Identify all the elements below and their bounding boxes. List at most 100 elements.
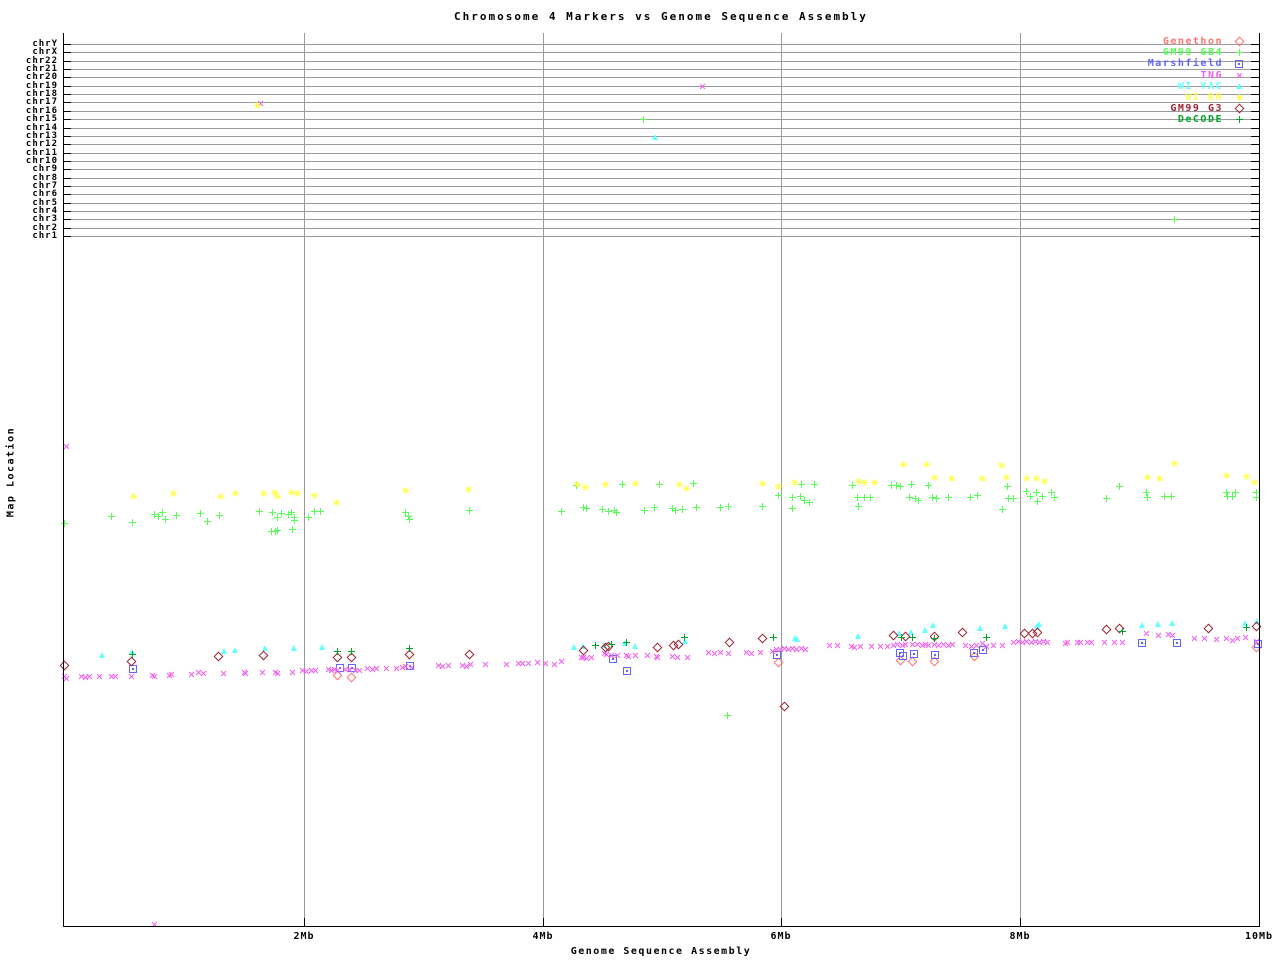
point-marshfield <box>1173 639 1181 647</box>
point-gm99-gb4 <box>311 508 318 515</box>
point-gm99-gb4 <box>806 499 813 506</box>
point-wi-rh <box>288 489 295 496</box>
point-tng <box>1240 632 1251 643</box>
point-tng <box>947 639 958 650</box>
point-tng <box>287 667 298 678</box>
point-gm99-g3 <box>464 649 475 660</box>
point-wi-yac <box>319 644 325 650</box>
point-gm99-gb4 <box>151 511 158 518</box>
point-tng <box>1042 637 1053 648</box>
point-tng <box>362 663 373 674</box>
chrom-tick-right <box>1251 203 1259 204</box>
point-tng <box>457 660 468 671</box>
plus-glyph <box>1235 116 1243 124</box>
point-gm99-g3 <box>929 631 940 642</box>
point-tng <box>94 671 105 682</box>
point-gm99-g3 <box>900 631 911 642</box>
point-wi-rh <box>1156 475 1163 482</box>
point-tng <box>480 659 491 670</box>
point-gm99-g3 <box>213 651 224 662</box>
point-gm99-gb4 <box>1232 489 1239 496</box>
x-tick-4Mb <box>543 918 544 926</box>
point-wi-yac <box>652 134 658 140</box>
point-tng <box>433 660 444 671</box>
axis-line-bottom <box>63 926 1260 927</box>
point-wi-rh <box>855 478 862 485</box>
cross-marker-icon <box>1232 70 1246 81</box>
point-tng <box>966 641 977 652</box>
point-gm99-gb4 <box>1027 493 1034 500</box>
point-tng <box>1034 637 1045 648</box>
point-tng <box>1038 636 1049 647</box>
point-tng <box>371 663 382 674</box>
point-tng <box>630 650 641 661</box>
point-gm99-g3 <box>603 641 614 652</box>
point-decode <box>608 641 615 648</box>
point-tng <box>239 667 250 678</box>
point-wi-rh <box>1041 478 1048 485</box>
point-gm99-g3 <box>1019 628 1030 639</box>
point-tng <box>715 647 726 658</box>
point-tng <box>332 665 343 676</box>
point-gm99-gb4 <box>690 480 697 487</box>
point-tng <box>612 650 623 661</box>
point-tng <box>272 668 283 679</box>
chrom-gridline <box>63 194 1259 195</box>
point-decode <box>898 634 905 641</box>
point-gm99-gb4 <box>849 482 856 489</box>
point-gm99-gb4 <box>466 507 473 514</box>
point-tng <box>532 657 543 668</box>
chrom-tick-left <box>63 186 71 187</box>
point-gm99-gb4 <box>405 513 412 520</box>
sqdot-glyph <box>1235 59 1243 68</box>
chrom-label-chr5: chr5 <box>32 198 58 208</box>
point-tng <box>741 647 752 658</box>
chrom-label-chr12: chr12 <box>25 139 58 149</box>
chrom-tick-left <box>63 94 71 95</box>
point-wi-yac <box>1034 623 1040 629</box>
chrom-label-chr22: chr22 <box>25 56 58 66</box>
chrom-tick-left <box>63 102 71 103</box>
legend-item-gm99-g3: GM99 G3 <box>1170 103 1246 114</box>
point-tng <box>147 670 158 681</box>
cross-glyph <box>1234 70 1244 81</box>
chrom-tick-right <box>1251 144 1259 145</box>
point-wi-yac <box>129 649 135 655</box>
diamond-glyph <box>1234 36 1244 47</box>
point-genethon <box>969 651 980 662</box>
chrom-label-chr21: chr21 <box>25 64 58 74</box>
x-tick-8Mb <box>1020 918 1021 926</box>
point-tng <box>832 640 843 651</box>
point-tng <box>599 648 610 659</box>
point-tng <box>323 664 334 675</box>
point-tng <box>198 668 209 679</box>
point-gm99-gb4 <box>269 509 276 516</box>
point-gm99-gb4 <box>915 497 922 504</box>
point-tng <box>443 660 454 671</box>
point-wi-yac <box>622 640 628 646</box>
point-tng <box>586 652 597 663</box>
point-tng <box>354 665 365 676</box>
point-gm99-g3 <box>1203 623 1214 634</box>
point-wi-yac <box>1139 622 1145 628</box>
point-marshfield <box>931 651 939 659</box>
point-gm99-gb4 <box>1004 483 1011 490</box>
point-gm99-gb4 <box>893 482 900 489</box>
chrom-tick-right <box>1251 69 1259 70</box>
point-wi-rh <box>861 479 868 486</box>
point-tng <box>971 640 982 651</box>
point-gm99-g3 <box>332 652 343 663</box>
point-gm99-gb4 <box>1223 489 1230 496</box>
point-tng <box>1013 636 1024 647</box>
chrom-tick-right <box>1251 86 1259 87</box>
point-gm99-gb4 <box>912 495 919 502</box>
chrom-tick-left <box>63 128 71 129</box>
point-gm99-gb4 <box>1168 493 1175 500</box>
point-tng <box>866 641 877 652</box>
point-wi-rh <box>1243 473 1250 480</box>
point-wi-yac <box>908 629 914 635</box>
point-gm99-gb4 <box>159 509 166 516</box>
point-tng <box>350 665 361 676</box>
point-tng <box>642 650 653 661</box>
chrom-tick-left <box>63 61 71 62</box>
